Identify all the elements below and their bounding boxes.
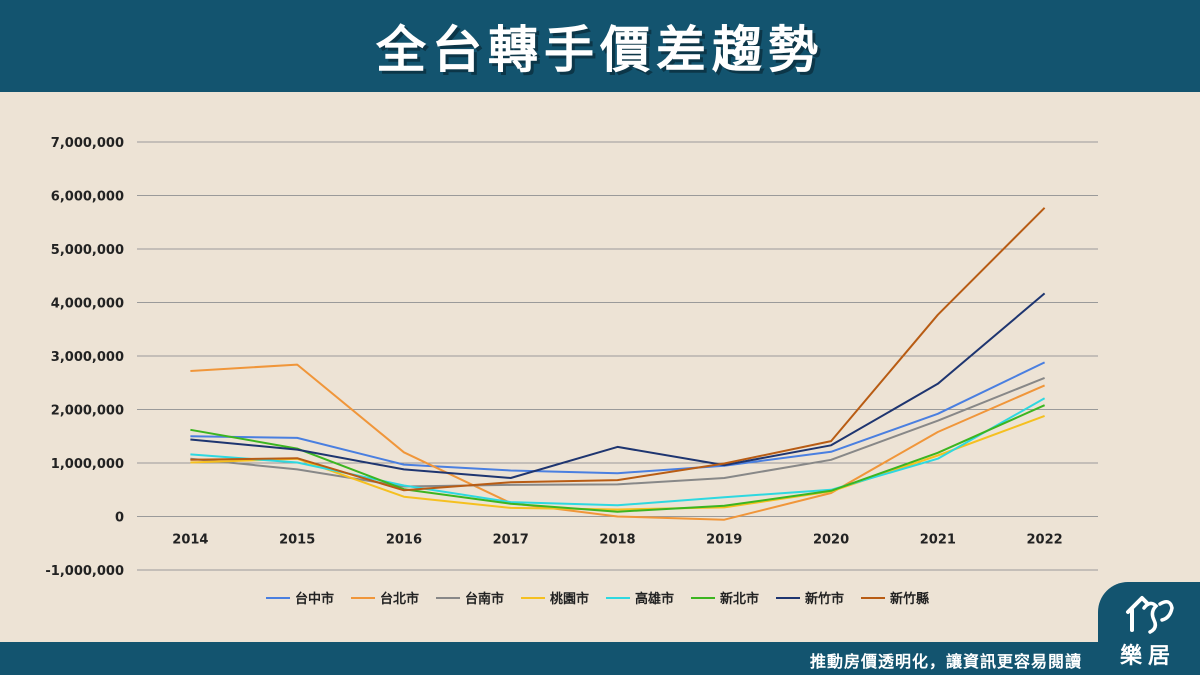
x-tick-label: 2019 — [706, 533, 742, 548]
x-tick-label: 2020 — [813, 533, 849, 548]
x-tick-label: 2015 — [279, 533, 315, 548]
y-tick-label: 5,000,000 — [51, 243, 124, 258]
x-tick-label: 2022 — [1027, 533, 1063, 548]
house-logo-icon — [1126, 596, 1174, 634]
series-line-3 — [190, 376, 1045, 488]
legend-label: 桃園市 — [550, 591, 589, 607]
x-tick-label: 2016 — [386, 533, 422, 548]
series-line-1 — [190, 361, 1046, 475]
legend-label: 台中市 — [295, 591, 334, 607]
y-tick-label: -1,000,000 — [45, 564, 124, 579]
legend-label: 新北市 — [720, 591, 759, 607]
y-tick-label: 1,000,000 — [51, 457, 124, 472]
y-tick-label: 7,000,000 — [51, 136, 124, 151]
series-lines — [190, 207, 1046, 521]
series-line-5 — [190, 397, 1046, 507]
y-tick-label: 2,000,000 — [51, 404, 124, 419]
legend-label: 新竹市 — [805, 591, 844, 607]
y-tick-label: 4,000,000 — [51, 297, 124, 312]
x-tick-label: 2014 — [172, 533, 208, 548]
legend-label: 高雄市 — [635, 591, 674, 607]
line-chart: 7,000,000 6,000,000 5,000,000 4,000,000 3,00… — [45, 136, 1098, 607]
legend-label: 台南市 — [465, 591, 504, 607]
y-tick-label: 6,000,000 — [51, 190, 124, 205]
footer-bar: 推動房價透明化，讓資訊更容易閱讀 — [0, 642, 1200, 675]
series-line-4 — [190, 414, 1045, 511]
footer-slogan: 推動房價透明化，讓資訊更容易閱讀 — [809, 652, 1082, 671]
legend-label: 新竹縣 — [890, 591, 929, 607]
x-tick-label: 2017 — [493, 533, 529, 548]
series-line-8 — [190, 207, 1046, 492]
legend-label: 台北市 — [380, 591, 419, 607]
x-tick-label: 2018 — [599, 533, 635, 548]
axis-labels: 7,000,000 6,000,000 5,000,000 4,000,000 3,00… — [45, 136, 1062, 579]
chart-legend: 台中市 台北市 台南市 桃園市 高雄市 新北市 新竹市 新竹縣 — [266, 591, 929, 607]
series-line-6 — [190, 404, 1046, 513]
brand-logo: 樂居 — [1098, 582, 1200, 675]
brand-name: 樂居 — [1120, 644, 1177, 669]
y-tick-label: 3,000,000 — [51, 350, 124, 365]
header-bar: 全台轉手價差趨勢 — [0, 0, 1200, 92]
series-line-7 — [190, 292, 1046, 479]
series-line-2 — [190, 363, 1045, 521]
y-tick-label: 0 — [115, 511, 124, 526]
page-title: 全台轉手價差趨勢 — [376, 21, 824, 79]
x-tick-label: 2021 — [920, 533, 956, 548]
